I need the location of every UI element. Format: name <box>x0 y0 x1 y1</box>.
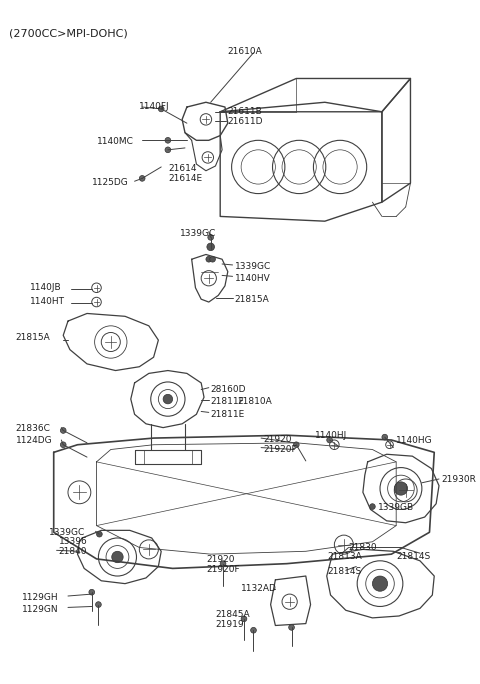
Text: 21930R: 21930R <box>442 475 477 484</box>
Text: 1339GC: 1339GC <box>180 228 216 238</box>
Circle shape <box>372 576 388 591</box>
Text: 1129GN: 1129GN <box>22 605 59 614</box>
Text: 21814S: 21814S <box>396 552 431 562</box>
Circle shape <box>382 434 388 440</box>
Circle shape <box>96 531 102 537</box>
Text: 21614: 21614 <box>168 164 196 173</box>
Text: 1125DG: 1125DG <box>92 179 129 187</box>
Text: 21920F: 21920F <box>263 445 297 453</box>
Circle shape <box>158 106 164 111</box>
Text: 1129GH: 1129GH <box>22 593 59 602</box>
Circle shape <box>288 624 294 630</box>
Circle shape <box>207 243 215 250</box>
Text: 21815A: 21815A <box>16 333 50 343</box>
Circle shape <box>251 627 256 633</box>
Circle shape <box>293 442 299 447</box>
Text: 21811F: 21811F <box>211 397 244 406</box>
Text: (2700CC>MPI-DOHC): (2700CC>MPI-DOHC) <box>9 28 128 38</box>
Text: 1140MC: 1140MC <box>96 137 133 146</box>
Circle shape <box>210 256 216 262</box>
Text: 21815A: 21815A <box>234 295 269 304</box>
Text: 13396: 13396 <box>59 537 87 546</box>
Text: 1339GB: 1339GB <box>378 503 414 512</box>
Text: 21614E: 21614E <box>168 174 202 183</box>
Text: 21810A: 21810A <box>237 397 272 406</box>
Text: 21920F: 21920F <box>206 564 240 574</box>
Text: 1140HV: 1140HV <box>234 274 270 282</box>
Text: 21920: 21920 <box>206 555 234 564</box>
Circle shape <box>208 235 214 240</box>
Circle shape <box>60 428 66 434</box>
Text: 28160D: 28160D <box>211 385 246 394</box>
Text: 21611B: 21611B <box>228 107 263 116</box>
Circle shape <box>96 602 101 607</box>
Text: 21836C: 21836C <box>16 424 50 433</box>
Text: 21814S: 21814S <box>328 566 362 575</box>
Text: 1140FJ: 1140FJ <box>139 103 170 111</box>
Text: 21813A: 21813A <box>328 552 362 562</box>
Text: 21919: 21919 <box>216 620 244 629</box>
Circle shape <box>394 482 408 495</box>
Text: 21845A: 21845A <box>216 610 250 619</box>
Circle shape <box>220 561 226 566</box>
Circle shape <box>241 616 247 622</box>
Text: 21920: 21920 <box>263 435 291 444</box>
Text: 1140JB: 1140JB <box>30 283 61 292</box>
Circle shape <box>112 551 123 563</box>
Circle shape <box>165 137 171 143</box>
Circle shape <box>206 256 212 262</box>
Text: 1339GC: 1339GC <box>49 527 85 536</box>
Text: 1140HT: 1140HT <box>30 298 65 306</box>
Text: 1132AD: 1132AD <box>241 583 277 592</box>
Circle shape <box>89 590 95 595</box>
Text: 21840: 21840 <box>59 547 87 555</box>
Circle shape <box>165 147 171 153</box>
Text: 21611D: 21611D <box>228 116 264 126</box>
Text: 1140HG: 1140HG <box>396 436 433 445</box>
Circle shape <box>139 176 145 181</box>
Text: 21811E: 21811E <box>211 410 245 419</box>
Text: 1339GC: 1339GC <box>234 262 271 271</box>
Circle shape <box>370 503 375 510</box>
Text: 21830: 21830 <box>348 542 377 552</box>
Text: 1140HJ: 1140HJ <box>315 432 348 440</box>
Circle shape <box>327 437 333 443</box>
Circle shape <box>163 394 173 404</box>
Circle shape <box>60 442 66 447</box>
Text: 21610A: 21610A <box>228 47 263 56</box>
Text: 1124DG: 1124DG <box>16 436 52 445</box>
